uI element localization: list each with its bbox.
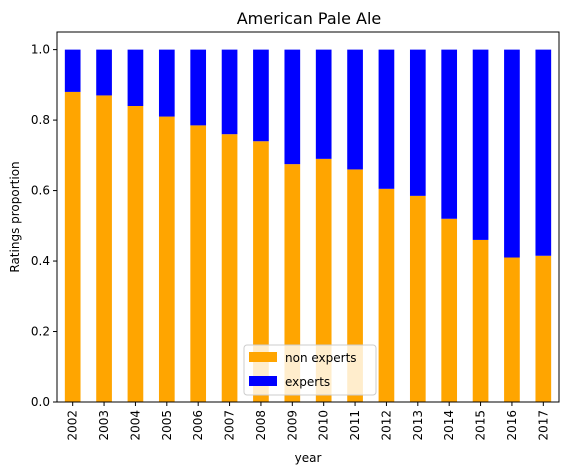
x-tick-label-2012: 2012 <box>379 410 393 441</box>
x-tick-label-2009: 2009 <box>285 410 299 441</box>
x-tick-label-2017: 2017 <box>536 410 550 441</box>
legend: non experts experts <box>243 344 377 396</box>
bars-group <box>64 49 552 403</box>
bar-experts-2011 <box>347 49 363 170</box>
bar-experts-2009 <box>284 49 301 165</box>
y-tick-label: 0.8 <box>31 113 50 127</box>
bar-experts-2012 <box>378 49 395 189</box>
x-tick-label-2016: 2016 <box>505 410 519 441</box>
y-axis: 0.0 0.2 0.4 0.6 0.8 1.0 <box>31 43 57 409</box>
bar-experts-2008 <box>253 49 269 142</box>
bar-experts-2004 <box>127 49 144 106</box>
bar-non-experts-2006 <box>190 125 207 402</box>
bar-non-experts-2002 <box>64 91 81 403</box>
x-axis-label: year <box>295 451 322 465</box>
x-tick-label-2006: 2006 <box>191 410 205 441</box>
y-tick-label: 1.0 <box>31 43 50 57</box>
y-tick-label: 0.6 <box>31 184 50 198</box>
x-tick-label-2008: 2008 <box>254 410 268 441</box>
bar-non-experts-2013 <box>409 195 426 402</box>
bar-non-experts-2014 <box>441 218 458 402</box>
bar-non-experts-2015 <box>472 239 489 402</box>
y-tick-label: 0.4 <box>31 254 50 268</box>
bar-non-experts-2009 <box>284 164 301 402</box>
bar-non-experts-2005 <box>158 116 175 402</box>
legend-swatch-experts <box>249 376 277 386</box>
y-tick-label: 0.0 <box>31 395 50 409</box>
bar-experts-2010 <box>315 49 332 159</box>
bar-non-experts-2007 <box>221 134 238 402</box>
bar-experts-2006 <box>190 49 207 126</box>
bar-experts-2002 <box>64 49 81 92</box>
bar-experts-2017 <box>535 49 552 256</box>
bar-non-experts-2016 <box>504 257 520 402</box>
bar-experts-2007 <box>221 49 238 135</box>
y-axis-label: Ratings proportion <box>8 161 22 272</box>
x-tick-label-2002: 2002 <box>66 410 80 441</box>
bar-non-experts-2011 <box>347 169 363 402</box>
x-tick-label-2015: 2015 <box>474 410 488 441</box>
bar-non-experts-2003 <box>96 95 112 403</box>
bar-non-experts-2012 <box>378 188 395 402</box>
bar-non-experts-2008 <box>253 141 269 403</box>
plot-frame <box>56 31 560 403</box>
x-tick-label-2007: 2007 <box>223 410 237 441</box>
x-tick-label-2014: 2014 <box>442 410 456 441</box>
bar-experts-2015 <box>472 49 489 240</box>
legend-swatch-non-experts <box>249 352 277 362</box>
x-tick-label-2005: 2005 <box>160 410 174 441</box>
bar-non-experts-2010 <box>315 158 332 402</box>
bar-experts-2005 <box>158 49 175 117</box>
x-tick-label-2004: 2004 <box>128 410 142 441</box>
bar-experts-2013 <box>409 49 426 196</box>
x-tick-label-2013: 2013 <box>411 410 425 441</box>
x-tick-label-2003: 2003 <box>97 410 111 441</box>
bar-non-experts-2017 <box>535 255 552 402</box>
x-tick-label-2010: 2010 <box>317 410 331 441</box>
bar-experts-2003 <box>96 49 112 96</box>
bar-experts-2014 <box>441 49 458 219</box>
x-tick-label-2011: 2011 <box>348 410 362 441</box>
bar-experts-2016 <box>504 49 520 258</box>
y-tick-label: 0.2 <box>31 325 50 339</box>
x-axis: 2002 2003 2004 2005 2006 2007 2008 2009 2010 2011… <box>66 402 550 441</box>
bar-non-experts-2004 <box>127 106 144 402</box>
legend-label-non-experts: non experts <box>285 351 357 365</box>
chart-title: American Pale Ale <box>237 9 382 28</box>
legend-label-experts: experts <box>285 375 330 389</box>
